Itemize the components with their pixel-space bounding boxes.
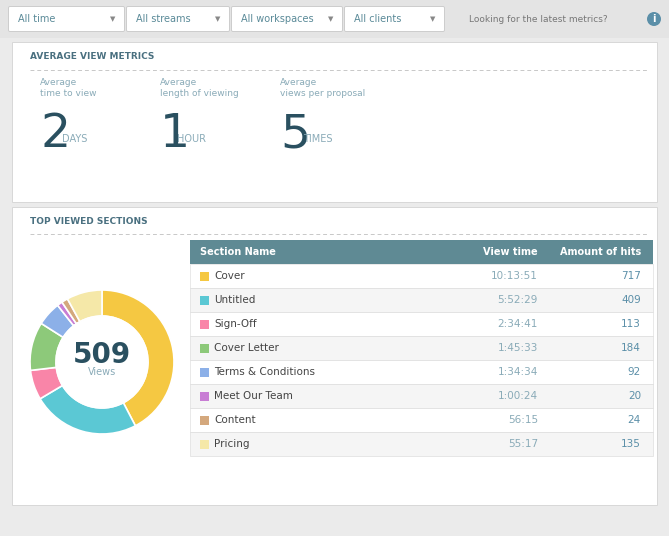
FancyBboxPatch shape	[190, 264, 653, 288]
Wedge shape	[102, 290, 174, 426]
Text: Cover: Cover	[214, 271, 245, 281]
FancyBboxPatch shape	[190, 240, 653, 264]
FancyBboxPatch shape	[12, 42, 657, 202]
Text: 717: 717	[621, 271, 641, 281]
Text: 113: 113	[621, 319, 641, 329]
Text: Average: Average	[40, 78, 77, 87]
FancyBboxPatch shape	[200, 440, 209, 449]
Text: 2: 2	[40, 112, 70, 157]
FancyBboxPatch shape	[200, 295, 209, 304]
Text: All time: All time	[18, 14, 56, 24]
Wedge shape	[31, 367, 62, 399]
Text: 56:15: 56:15	[508, 415, 538, 425]
Text: Content: Content	[214, 415, 256, 425]
FancyBboxPatch shape	[190, 384, 653, 408]
Text: 1:34:34: 1:34:34	[498, 367, 538, 377]
Text: Untitled: Untitled	[214, 295, 256, 305]
Text: 24: 24	[628, 415, 641, 425]
Text: 135: 135	[621, 439, 641, 449]
Text: 509: 509	[73, 341, 131, 369]
FancyBboxPatch shape	[12, 207, 657, 505]
Text: Cover Letter: Cover Letter	[214, 343, 279, 353]
Text: 5: 5	[280, 112, 310, 157]
Text: 20: 20	[628, 391, 641, 401]
FancyBboxPatch shape	[200, 368, 209, 376]
Text: 92: 92	[628, 367, 641, 377]
Text: Looking for the latest metrics?: Looking for the latest metrics?	[469, 14, 607, 24]
FancyBboxPatch shape	[126, 6, 229, 32]
Text: HOUR: HOUR	[177, 134, 206, 144]
Text: 1:45:33: 1:45:33	[498, 343, 538, 353]
Text: i: i	[652, 14, 656, 24]
FancyBboxPatch shape	[200, 344, 209, 353]
FancyBboxPatch shape	[190, 408, 653, 432]
Text: 2:34:41: 2:34:41	[498, 319, 538, 329]
FancyBboxPatch shape	[9, 6, 124, 32]
FancyBboxPatch shape	[190, 360, 653, 384]
FancyBboxPatch shape	[200, 391, 209, 400]
Wedge shape	[40, 385, 135, 434]
Wedge shape	[58, 302, 76, 326]
Text: 184: 184	[621, 343, 641, 353]
Text: All clients: All clients	[354, 14, 401, 24]
FancyBboxPatch shape	[200, 415, 209, 425]
Wedge shape	[30, 323, 63, 370]
Text: Average: Average	[160, 78, 197, 87]
Text: All workspaces: All workspaces	[241, 14, 314, 24]
Text: Average: Average	[280, 78, 317, 87]
FancyBboxPatch shape	[190, 312, 653, 336]
Text: Amount of hits: Amount of hits	[560, 247, 641, 257]
Text: 55:17: 55:17	[508, 439, 538, 449]
Circle shape	[647, 12, 661, 26]
Text: 1:00:24: 1:00:24	[498, 391, 538, 401]
FancyBboxPatch shape	[231, 6, 343, 32]
Wedge shape	[62, 299, 80, 324]
FancyBboxPatch shape	[200, 272, 209, 280]
Text: 10:13:51: 10:13:51	[491, 271, 538, 281]
Text: ▼: ▼	[215, 16, 221, 22]
FancyBboxPatch shape	[190, 336, 653, 360]
Text: Terms & Conditions: Terms & Conditions	[214, 367, 315, 377]
Wedge shape	[41, 306, 74, 337]
Text: time to view: time to view	[40, 89, 96, 98]
Text: Views: Views	[88, 367, 116, 377]
Text: All streams: All streams	[136, 14, 191, 24]
Text: 409: 409	[622, 295, 641, 305]
FancyBboxPatch shape	[190, 288, 653, 312]
Text: TIMES: TIMES	[303, 134, 332, 144]
Text: 1: 1	[160, 112, 190, 157]
Wedge shape	[68, 290, 102, 322]
Text: length of viewing: length of viewing	[160, 89, 239, 98]
Text: 5:52:29: 5:52:29	[498, 295, 538, 305]
Text: AVERAGE VIEW METRICS: AVERAGE VIEW METRICS	[30, 52, 155, 61]
Text: ▼: ▼	[328, 16, 334, 22]
Text: TOP VIEWED SECTIONS: TOP VIEWED SECTIONS	[30, 217, 148, 226]
Text: Pricing: Pricing	[214, 439, 250, 449]
FancyBboxPatch shape	[345, 6, 444, 32]
FancyBboxPatch shape	[190, 432, 653, 456]
Text: ▼: ▼	[110, 16, 116, 22]
Text: Meet Our Team: Meet Our Team	[214, 391, 293, 401]
Circle shape	[56, 316, 148, 408]
Text: View time: View time	[484, 247, 538, 257]
Text: Section Name: Section Name	[200, 247, 276, 257]
FancyBboxPatch shape	[200, 319, 209, 329]
Text: Sign-Off: Sign-Off	[214, 319, 257, 329]
FancyBboxPatch shape	[0, 0, 669, 38]
Text: views per proposal: views per proposal	[280, 89, 365, 98]
Text: DAYS: DAYS	[62, 134, 88, 144]
Text: ▼: ▼	[430, 16, 436, 22]
